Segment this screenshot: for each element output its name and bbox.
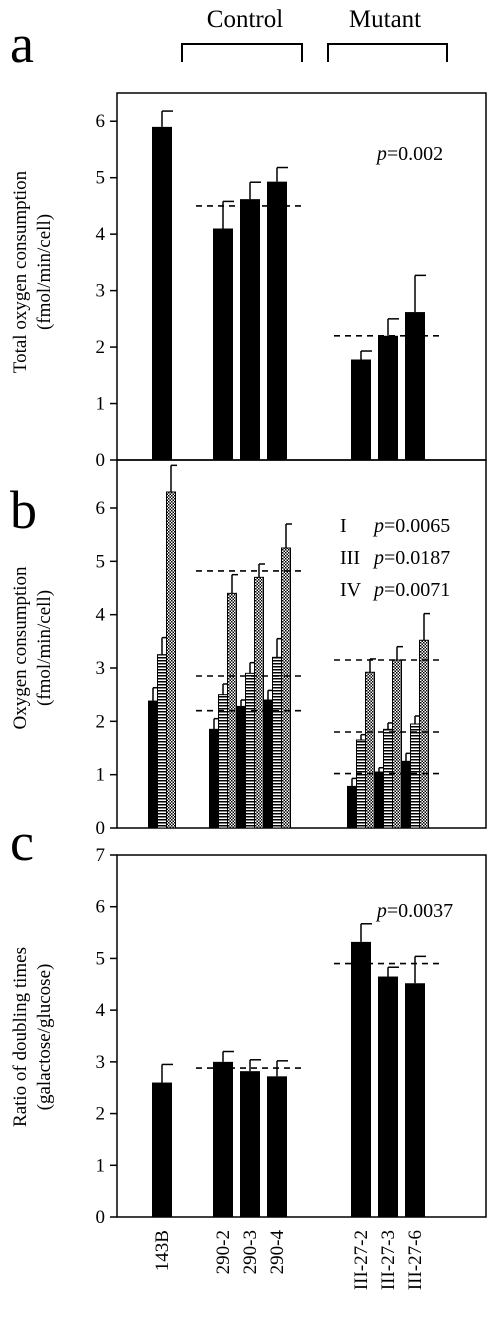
panel-b-bar-III xyxy=(272,656,282,829)
panel-letter-c: c xyxy=(10,812,34,872)
control-group-bracket xyxy=(181,43,303,62)
panel-c-ytick-label: 6 xyxy=(96,897,106,918)
panel-a-bar xyxy=(240,199,260,460)
panel-c-bar xyxy=(267,1076,287,1217)
panel-b-bar-IV xyxy=(254,576,264,829)
panel-c-bar xyxy=(351,941,371,1217)
panel-b-bar-IV xyxy=(365,671,375,829)
panel-a-bar xyxy=(152,126,172,460)
panel-b-bar-III xyxy=(218,694,228,829)
chart-marks: 0 1 2 3 4 5 6 0 1 2 3 4 5 6 0 1 2 3 4 5 6 7 143B 290-2 290-3 290-… xyxy=(96,110,442,1290)
panel-b-ytick-label: 5 xyxy=(96,551,106,572)
panel-c-frame xyxy=(116,854,487,1218)
panel-a-ylabel-line1: Total oxygen consumption xyxy=(10,170,31,373)
panel-b-pvalue-IV: IV p=0.0071 xyxy=(340,579,450,601)
category-label: III-27-3 xyxy=(378,1230,399,1290)
panel-b-bar-IV xyxy=(392,659,402,829)
panel-b-ytick-label: 0 xyxy=(96,818,106,839)
panel-a-ylabel-line2: (fmol/min/cell) xyxy=(34,214,55,330)
category-label: III-27-2 xyxy=(351,1230,372,1290)
panel-c-bar xyxy=(152,1082,172,1217)
panel-a-ytick-label: 1 xyxy=(96,394,106,415)
panel-c-pvalue: p=0.0037 xyxy=(375,900,453,922)
panel-b-bar-I xyxy=(236,705,246,829)
panel-c-ytick-label: 1 xyxy=(96,1155,106,1176)
panel-b-ytick-label: 1 xyxy=(96,765,106,786)
panel-c-ytick-label: 5 xyxy=(96,948,106,969)
panel-b-bar-III xyxy=(356,739,366,829)
panel-a-ytick-label: 6 xyxy=(96,111,106,132)
panel-letter-b: b xyxy=(10,480,37,540)
panel-b-bar-I xyxy=(209,728,219,829)
panel-b-ylabel-line1: Oxygen consumption xyxy=(10,566,31,730)
panel-b-ytick-label: 2 xyxy=(96,711,106,732)
panel-b-ytick-label: 4 xyxy=(96,605,106,626)
panel-a-ytick-label: 3 xyxy=(96,281,106,302)
panel-b-ytick-label: 3 xyxy=(96,658,106,679)
panel-c-bar xyxy=(213,1061,233,1217)
mutant-group-label: Mutant xyxy=(349,6,421,33)
panel-a-bar xyxy=(267,181,287,460)
panel-a-bar xyxy=(351,359,371,460)
panel-a-bar xyxy=(378,335,398,460)
panel-a-ytick-label: 0 xyxy=(96,450,106,471)
panel-c-ytick-label: 4 xyxy=(96,1000,106,1021)
panel-b-bar-I xyxy=(347,785,357,829)
panel-b-frame xyxy=(116,459,487,829)
panel-c-bar xyxy=(405,983,425,1217)
panel-b-bar-III xyxy=(245,672,255,829)
panel-letter-a: a xyxy=(10,14,34,74)
control-group-label: Control xyxy=(207,6,283,33)
panel-a-ytick-label: 4 xyxy=(96,224,106,245)
panel-c-ytick-label: 7 xyxy=(96,845,106,866)
panel-b-bar-IV xyxy=(419,639,429,829)
panel-c-ytick-label: 2 xyxy=(96,1104,106,1125)
panel-a-bar xyxy=(405,312,425,460)
category-label: 290-4 xyxy=(267,1230,288,1275)
panel-b-ylabel-line2: (fmol/min/cell) xyxy=(34,590,55,706)
panel-c-ytick-label: 0 xyxy=(96,1207,106,1228)
panel-b-bar-IV xyxy=(166,491,176,829)
mutant-group-bracket xyxy=(327,43,448,62)
panel-a-pvalue: p=0.002 xyxy=(375,143,443,165)
panel-b-bar-III xyxy=(383,728,393,829)
panel-c-ylabel-line2: (galactose/glucose) xyxy=(34,964,55,1111)
panel-c-bar xyxy=(240,1071,260,1217)
panel-b-bar-I xyxy=(148,700,158,829)
panel-b-pvalue-III: III p=0.0187 xyxy=(340,547,450,569)
panel-a-bar xyxy=(213,228,233,460)
panel-c-ylabel-line1: Ratio of doubling times xyxy=(10,947,31,1127)
panel-b-bar-IV xyxy=(281,547,291,829)
category-label: III-27-6 xyxy=(405,1230,426,1290)
panel-b-bar-III xyxy=(410,723,420,829)
panel-a-ytick-label: 5 xyxy=(96,168,106,189)
panel-b-ytick-label: 6 xyxy=(96,498,106,519)
panel-c-bar xyxy=(378,976,398,1217)
panel-b-bar-I xyxy=(401,760,411,829)
panel-a-ytick-label: 2 xyxy=(96,337,106,358)
category-label: 143B xyxy=(152,1230,173,1271)
panel-b-bar-I xyxy=(374,771,384,829)
panel-b-bar-III xyxy=(157,654,167,829)
panel-b-bar-I xyxy=(263,699,273,829)
panel-c-ytick-label: 3 xyxy=(96,1052,106,1073)
category-label: 290-3 xyxy=(240,1230,261,1274)
category-label: 290-2 xyxy=(213,1230,234,1274)
